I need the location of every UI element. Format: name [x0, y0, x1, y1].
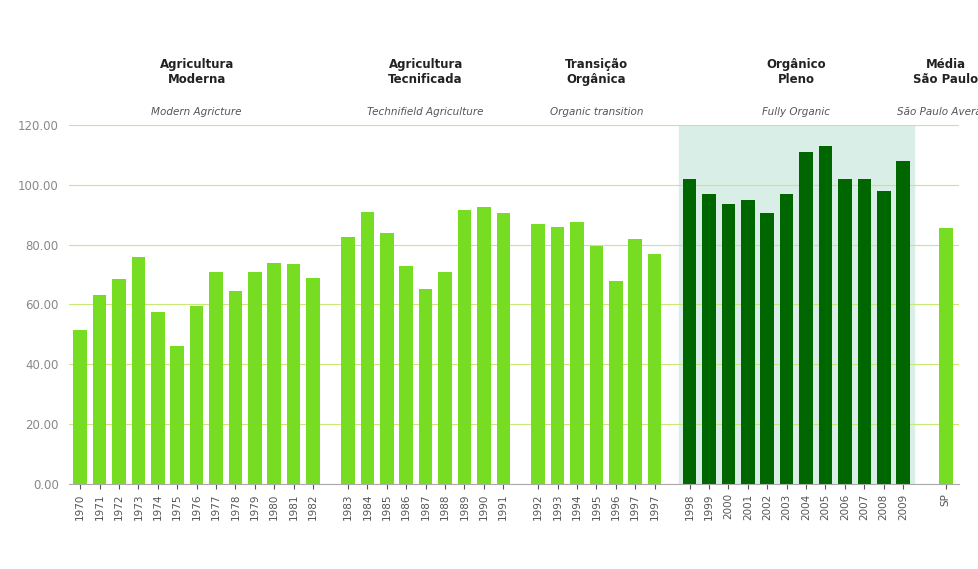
Bar — [170, 346, 184, 484]
Bar — [798, 152, 812, 484]
Text: Fully Organic: Fully Organic — [762, 107, 829, 117]
Bar — [438, 271, 452, 484]
Bar — [569, 222, 583, 484]
Text: Agricultura
Moderna: Agricultura Moderna — [159, 58, 234, 86]
Bar — [740, 200, 754, 484]
Text: Organic transition: Organic transition — [550, 107, 643, 117]
Bar — [306, 278, 320, 484]
Bar — [551, 227, 564, 484]
Bar — [247, 271, 261, 484]
Bar — [190, 306, 203, 484]
Bar — [679, 125, 912, 484]
Text: Média
São Paulo: Média São Paulo — [912, 58, 977, 86]
Bar — [760, 213, 774, 484]
Bar — [896, 161, 909, 484]
Bar — [73, 330, 87, 484]
Bar — [818, 146, 831, 484]
Bar — [287, 264, 300, 484]
Bar — [721, 204, 734, 484]
Bar — [379, 233, 393, 484]
Bar — [628, 239, 642, 484]
Bar — [496, 213, 510, 484]
Bar — [608, 281, 622, 484]
Bar — [112, 279, 125, 484]
Bar — [476, 207, 490, 484]
Bar — [857, 179, 870, 484]
Bar — [131, 257, 145, 484]
Bar — [458, 211, 470, 484]
Bar — [151, 312, 164, 484]
Text: Transição
Orgânica: Transição Orgânica — [564, 58, 627, 86]
Bar — [267, 263, 281, 484]
Bar — [589, 246, 602, 484]
Bar — [682, 179, 695, 484]
Bar — [531, 224, 545, 484]
Text: Agricultura
Tecnificada: Agricultura Tecnificada — [388, 58, 463, 86]
Text: São Paulo Average: São Paulo Average — [896, 107, 978, 117]
Bar — [779, 194, 792, 484]
Bar — [93, 295, 107, 484]
Bar — [647, 254, 661, 484]
Bar — [938, 228, 952, 484]
Bar — [419, 290, 432, 484]
Text: Technifield Agriculture: Technifield Agriculture — [367, 107, 483, 117]
Text: Orgânico
Pleno: Orgânico Pleno — [766, 58, 825, 86]
Bar — [360, 212, 374, 484]
Text: Modern Agricture: Modern Agricture — [152, 107, 242, 117]
Bar — [341, 237, 354, 484]
Bar — [876, 191, 890, 484]
Bar — [229, 291, 242, 484]
Bar — [209, 271, 223, 484]
Bar — [399, 266, 413, 484]
Bar — [701, 194, 715, 484]
Bar — [837, 179, 851, 484]
